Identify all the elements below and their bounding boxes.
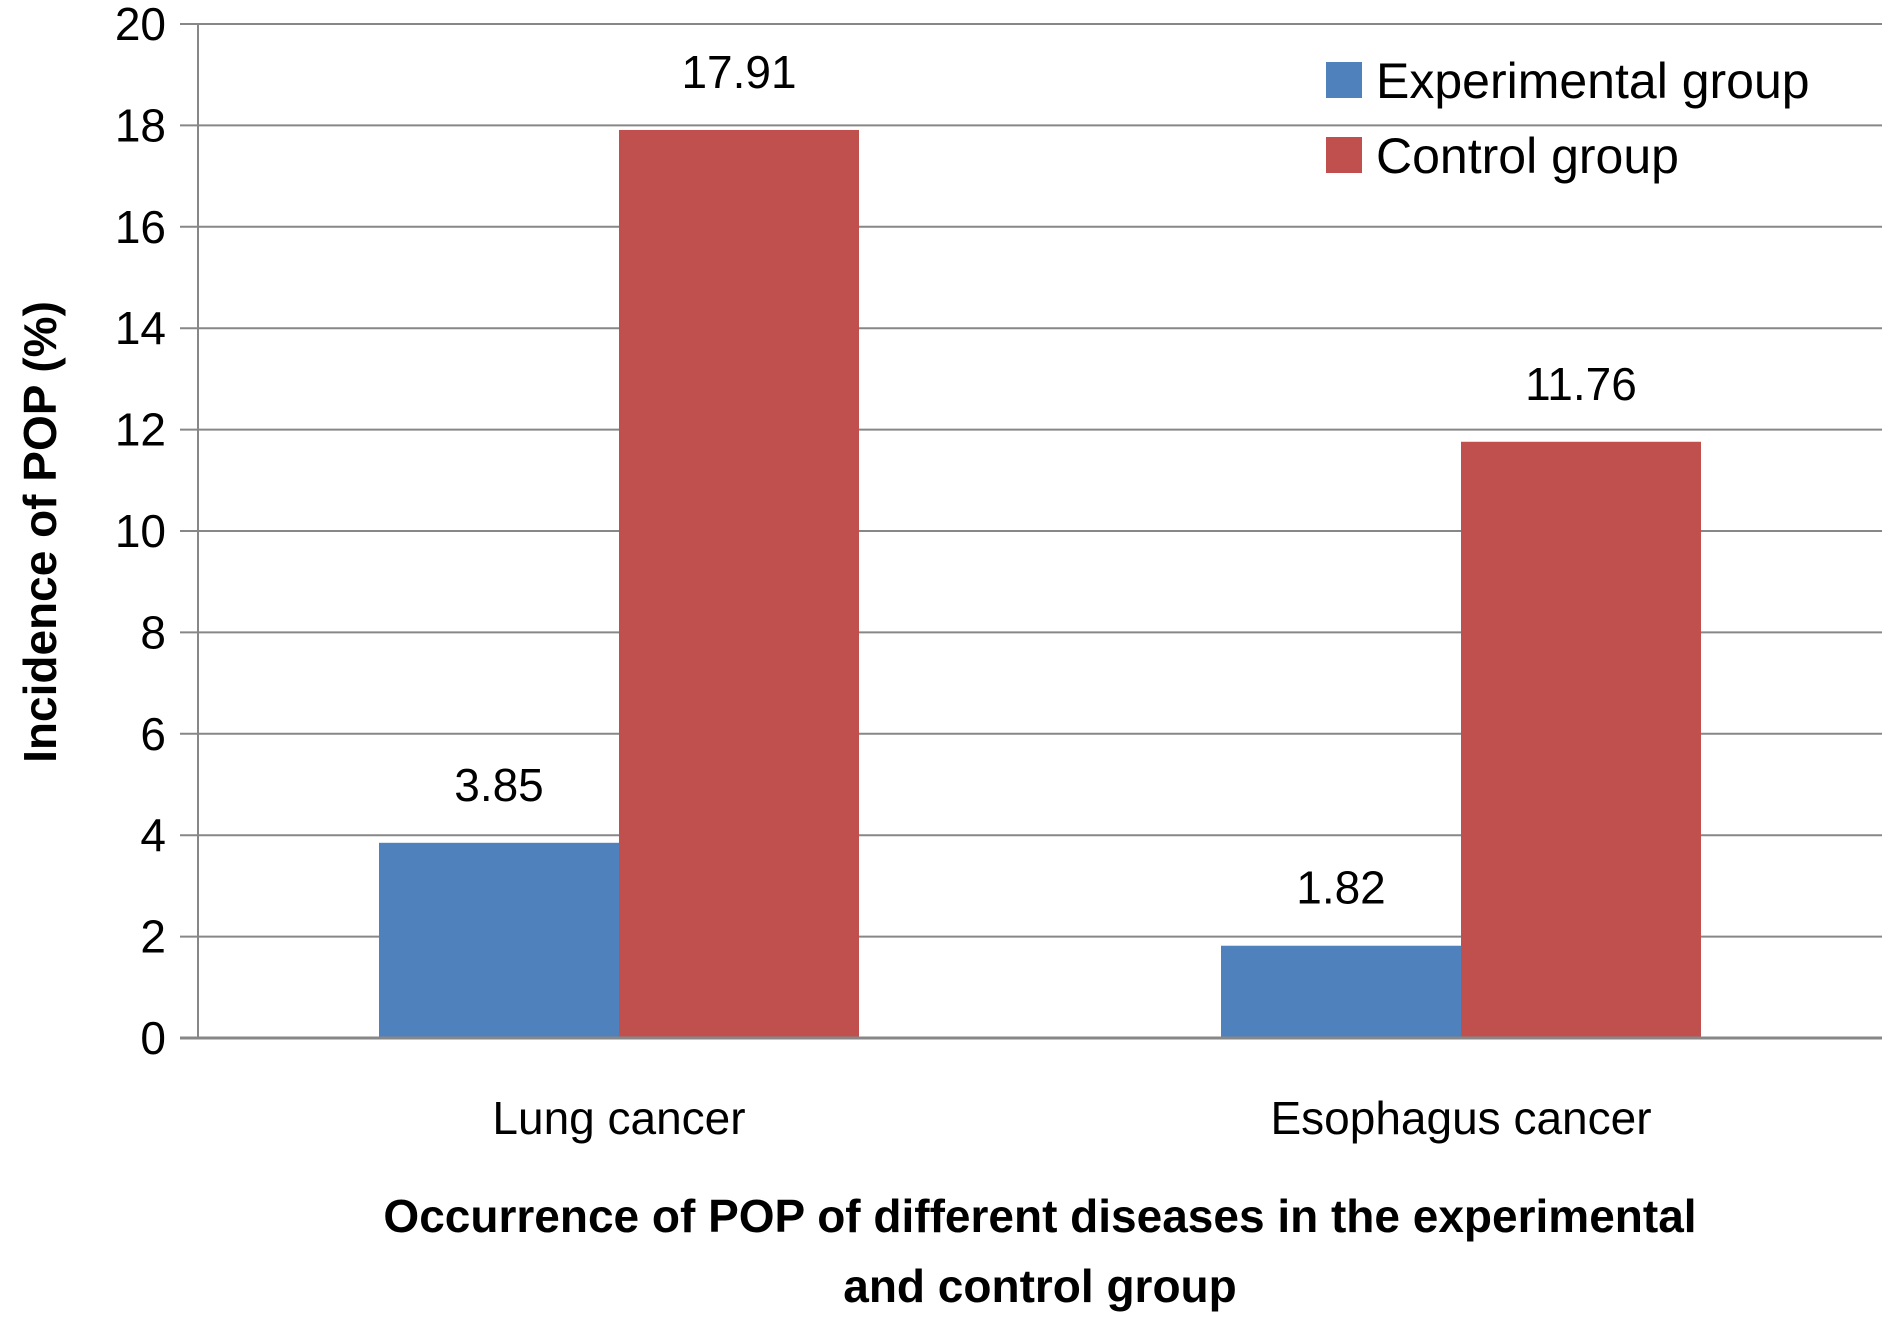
y-tick-label: 16 [115,201,166,253]
axes [180,24,1882,1040]
bars [379,129,1701,1038]
y-tick-label: 2 [140,911,166,963]
y-tick-label: 4 [140,809,166,861]
x-tick-label: Lung cancer [492,1092,745,1144]
legend-swatch [1326,137,1362,173]
bar-control-group-esophagus-cancer [1461,441,1701,1038]
x-tick-labels: Lung cancer Esophagus cancer [492,1092,1651,1144]
legend: Experimental group Control group [1326,53,1810,184]
y-tick-label: 6 [140,708,166,760]
y-tick-label: 10 [115,505,166,557]
y-tick-label: 0 [140,1012,166,1064]
bar-experimental-group-esophagus-cancer [1221,945,1461,1038]
y-tick-label: 18 [115,99,166,151]
data-label: 17.91 [681,46,796,98]
data-labels: 3.85 17.91 1.82 11.76 [454,46,1637,914]
y-tick-label: 8 [140,606,166,658]
y-tick-label: 12 [115,404,166,456]
legend-swatch [1326,62,1362,98]
legend-label: Control group [1376,128,1679,184]
y-tick-label: 14 [115,302,166,354]
x-axis-title-line-2: and control group [843,1260,1237,1312]
data-label: 11.76 [1525,358,1637,410]
data-label: 1.82 [1296,862,1386,914]
legend-label: Experimental group [1376,53,1810,109]
bar-control-group-lung-cancer [619,129,859,1038]
x-tick-label: Esophagus cancer [1270,1092,1651,1144]
y-tick-labels: 0 2 4 6 8 10 12 14 16 18 20 [115,0,166,1064]
y-axis-title: Incidence of POP (%) [14,301,66,763]
x-axis-title-line-1: Occurrence of POP of different diseases … [383,1190,1696,1242]
bar-experimental-group-lung-cancer [379,842,619,1038]
data-label: 3.85 [454,759,544,811]
y-tick-label: 20 [115,0,166,50]
